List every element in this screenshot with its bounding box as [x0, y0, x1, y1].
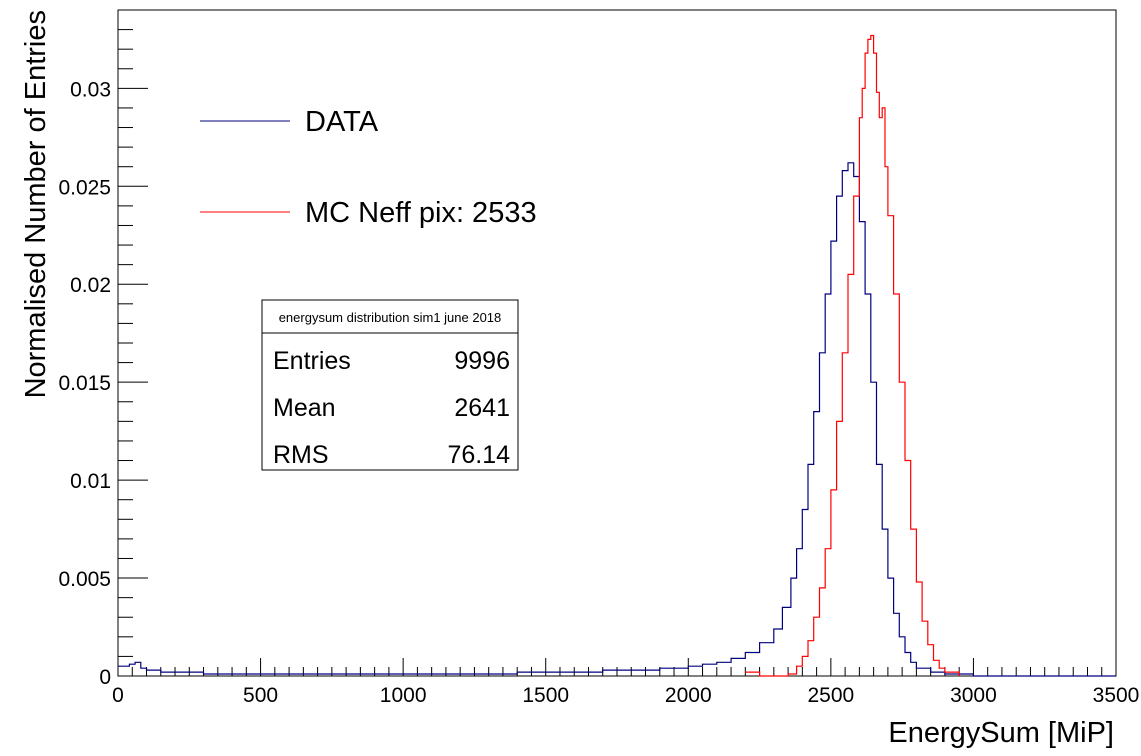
x-axis-ticks: 0 500 1000 1500 2000 2500 3000 3500 [112, 658, 1139, 707]
legend-label-data: DATA [305, 106, 379, 138]
stats-value-rms: 76.14 [447, 441, 510, 469]
stats-box: energysum distribution sim1 june 2018 En… [261, 299, 519, 471]
y-axis-ticks: 0 0.005 0.01 0.015 0.02 0.025 0.03 [58, 9, 148, 689]
x-tick-label: 0 [112, 684, 124, 707]
stats-value-entries: 9996 [454, 347, 510, 375]
stats-label-entries: Entries [273, 347, 351, 375]
series-line-1 [745, 34, 960, 677]
x-tick-label: 500 [243, 684, 278, 707]
y-tick-label: 0 [99, 666, 111, 689]
y-tick-label: 0.015 [58, 372, 111, 395]
series-line-0 [118, 162, 1116, 677]
stats-value-mean: 2641 [454, 394, 510, 422]
stats-label-mean: Mean [273, 394, 336, 422]
x-tick-label: 3000 [950, 684, 997, 707]
y-axis-title: Normalised Number of Entries [20, 10, 52, 398]
x-tick-label: 2000 [665, 684, 712, 707]
stats-box-title: energysum distribution sim1 june 2018 [279, 310, 502, 325]
x-tick-label: 1500 [522, 684, 569, 707]
x-tick-label: 3500 [1093, 684, 1140, 707]
stats-label-rms: RMS [273, 441, 329, 469]
x-tick-label: 2500 [807, 684, 854, 707]
y-tick-label: 0.03 [70, 78, 111, 101]
series-layer [118, 34, 1116, 677]
x-axis-title: EnergySum [MiP] [888, 717, 1114, 749]
y-tick-label: 0.02 [70, 274, 111, 297]
y-tick-label: 0.01 [70, 470, 111, 493]
x-tick-label: 1000 [380, 684, 427, 707]
legend-label-mc: MC Neff pix: 2533 [305, 197, 537, 229]
y-tick-label: 0.005 [58, 568, 111, 591]
y-tick-label: 0.025 [58, 176, 111, 199]
legend: DATA MC Neff pix: 2533 [200, 106, 537, 229]
